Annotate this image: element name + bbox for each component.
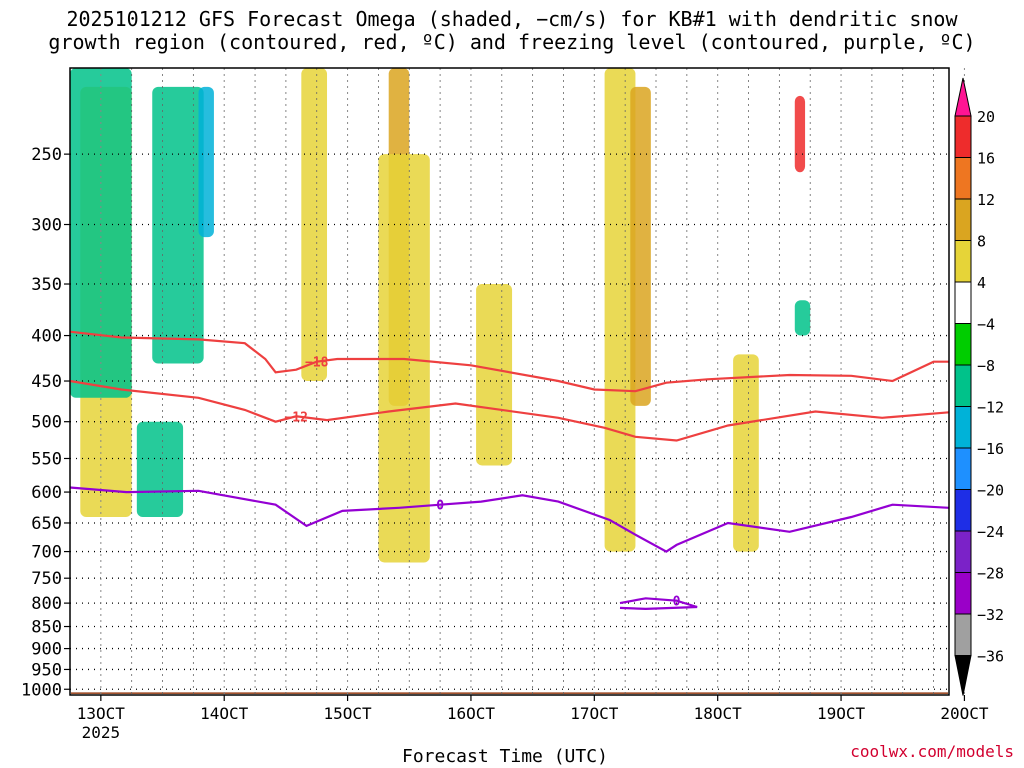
- y-tick-label-700: 700: [31, 543, 62, 563]
- x-tick-label-16OCT: 16OCT: [447, 704, 496, 723]
- colorbar-label-4: 4: [977, 274, 986, 292]
- x-year-label: 2025: [82, 723, 121, 742]
- colorbar-swatch-4: [954, 240, 972, 283]
- colorbar-swatch-2: [954, 157, 972, 200]
- colorbar-swatch-7: [954, 364, 972, 407]
- colorbar-label-5: −4: [977, 316, 995, 334]
- colorbar: 20 16 12 8 4 −4 −8 −12 −16 −20 −24 −28 −32 −36: [954, 77, 1004, 696]
- y-tick-label-950: 950: [31, 660, 62, 680]
- ground-band: [71, 692, 948, 694]
- omega-shading: [70, 68, 811, 563]
- contour-label-0: 0: [436, 499, 444, 514]
- y-tick-label-800: 800: [31, 594, 62, 614]
- colorbar-label-8: −16: [977, 440, 1004, 458]
- contour--12: [69, 379, 950, 442]
- colorbar-label-7: −12: [977, 399, 1004, 417]
- chart-title-line2: growth region (contoured, red, ºC) and f…: [48, 30, 976, 54]
- colorbar-swatch-6: [954, 323, 972, 366]
- colorbar-top-triangle: [954, 77, 972, 117]
- x-tick-label-19OCT: 19OCT: [817, 704, 866, 723]
- contour-label--12: −12: [284, 410, 307, 425]
- colorbar-label-0: 20: [977, 108, 995, 126]
- contour-0-island: [619, 597, 698, 611]
- x-tick-label-13OCT: 13OCT: [77, 704, 126, 723]
- colorbar-label-9: −20: [977, 482, 1004, 500]
- y-tick-label-1000: 1000: [21, 680, 62, 700]
- x-axis-label: Forecast Time (UTC): [402, 746, 608, 767]
- y-tick-label-550: 550: [31, 449, 62, 469]
- y-tick-label-850: 850: [31, 618, 62, 638]
- colorbar-swatch-1: [954, 115, 972, 158]
- y-tick-label-400: 400: [31, 327, 62, 347]
- omega-region-10: [630, 86, 651, 406]
- omega-region-12: [794, 95, 806, 173]
- terrain-band: [71, 692, 948, 694]
- x-tick-label-20OCT: 20OCT: [940, 704, 989, 723]
- colorbar-swatch-9: [954, 447, 972, 490]
- y-tick-label-750: 750: [31, 569, 62, 589]
- colorbar-label-2: 12: [977, 191, 995, 209]
- temperature-contours: −18 −12 0 0: [69, 330, 950, 611]
- contour-0: [69, 486, 950, 553]
- y-axis: 2503003504004505005506006507007508008509…: [21, 145, 70, 700]
- colorbar-swatch-3: [954, 198, 972, 241]
- colorbar-swatch-8: [954, 406, 972, 449]
- omega-region-3: [136, 421, 184, 517]
- colorbar-swatch-5: [954, 281, 972, 324]
- y-tick-label-350: 350: [31, 275, 62, 295]
- contour--18: [69, 330, 949, 393]
- x-tick-label-15OCT: 15OCT: [323, 704, 372, 723]
- colorbar-label-3: 8: [977, 233, 986, 251]
- omega-region-5: [301, 68, 328, 382]
- omega-region-1: [70, 68, 132, 398]
- colorbar-bottom-triangle: [954, 655, 972, 696]
- y-tick-label-650: 650: [31, 514, 62, 534]
- omega-region-2: [152, 86, 204, 364]
- colorbar-label-10: −24: [977, 523, 1004, 541]
- colorbar-swatch-13: [954, 613, 972, 656]
- colorbar-swatch-12: [954, 572, 972, 615]
- credit-link[interactable]: coolwx.com/models: [850, 742, 1014, 761]
- colorbar-label-11: −28: [977, 565, 1004, 583]
- y-tick-label-300: 300: [31, 216, 62, 236]
- colorbar-label-12: −32: [977, 606, 1004, 624]
- colorbar-swatch-11: [954, 530, 972, 573]
- omega-region-13: [794, 300, 811, 336]
- omega-region-4: [198, 86, 214, 238]
- x-tick-label-17OCT: 17OCT: [570, 704, 619, 723]
- y-tick-label-600: 600: [31, 483, 62, 503]
- y-tick-label-500: 500: [31, 413, 62, 433]
- colorbar-label-13: −36: [977, 648, 1004, 666]
- contour-label--18: −18: [305, 356, 329, 371]
- omega-region-11: [733, 354, 759, 552]
- colorbar-label-1: 16: [977, 150, 995, 168]
- chart-title-line1: 2025101212 GFS Forecast Omega (shaded, −…: [66, 7, 958, 31]
- y-tick-label-250: 250: [31, 145, 62, 165]
- contour-label-0-island: 0: [673, 595, 681, 610]
- x-axis: 13OCT 14OCT 15OCT 16OCT 17OCT 18OCT 19OCT 20OCT…: [77, 695, 989, 742]
- y-tick-label-900: 900: [31, 640, 62, 660]
- omega-region-8: [476, 284, 513, 466]
- y-tick-label-450: 450: [31, 372, 62, 392]
- colorbar-swatch-10: [954, 489, 972, 532]
- x-tick-label-14OCT: 14OCT: [200, 704, 249, 723]
- x-tick-label-18OCT: 18OCT: [694, 704, 743, 723]
- colorbar-label-6: −8: [977, 357, 995, 375]
